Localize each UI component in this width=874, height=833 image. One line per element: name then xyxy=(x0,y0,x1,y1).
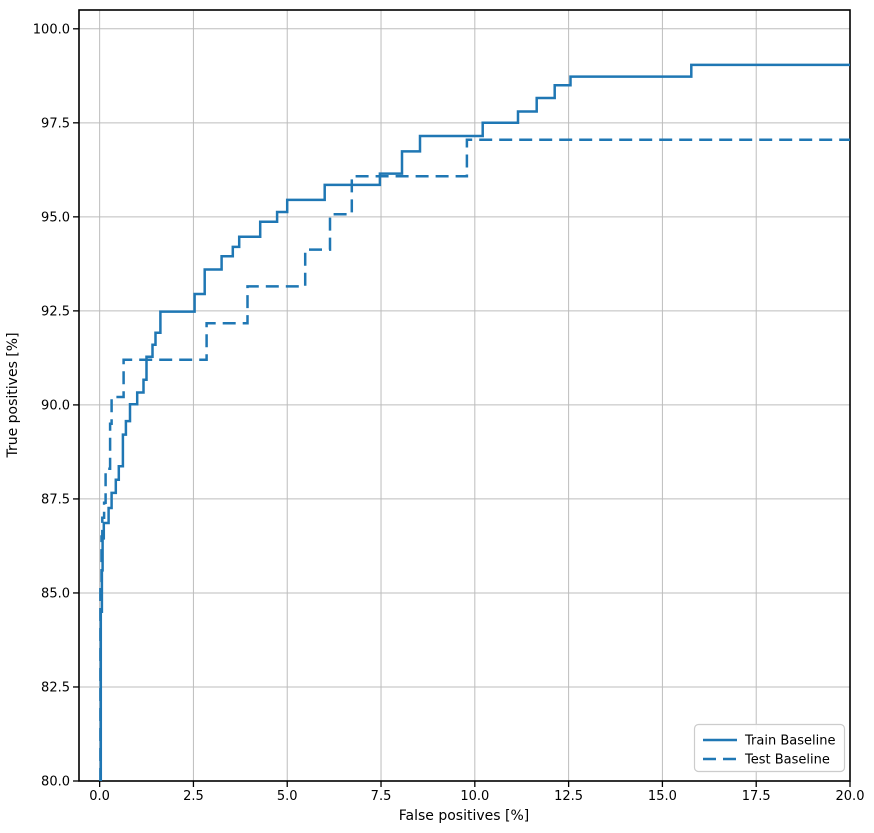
x-tick-label: 17.5 xyxy=(742,789,771,804)
test-baseline-line xyxy=(99,138,850,781)
x-tick-label: 12.5 xyxy=(554,789,583,804)
y-tick-label: 82.5 xyxy=(41,680,70,695)
y-axis-label: True positives [%] xyxy=(5,332,21,458)
y-tick-label: 92.5 xyxy=(41,304,70,319)
legend-label-train: Train Baseline xyxy=(744,734,835,749)
y-tick-label: 100.0 xyxy=(33,22,70,37)
y-tick-label: 90.0 xyxy=(41,398,70,413)
y-tick-label: 95.0 xyxy=(41,210,70,225)
x-tick-label: 15.0 xyxy=(648,789,677,804)
x-tick-label: 20.0 xyxy=(836,789,865,804)
legend-label-test: Test Baseline xyxy=(744,753,830,768)
y-tick-label: 85.0 xyxy=(41,586,70,601)
train-baseline-line xyxy=(99,63,850,781)
x-tick-label: 7.5 xyxy=(371,789,392,804)
legend: Train Baseline Test Baseline xyxy=(693,723,846,773)
x-tick-label: 2.5 xyxy=(183,789,204,804)
x-axis-label: False positives [%] xyxy=(399,808,529,824)
y-tick-label: 87.5 xyxy=(41,492,70,507)
plot-area: 0.0 2.5 5.0 7.5 10.0 12.5 15.0 17.5 20.0 80.0 82.5… xyxy=(33,9,865,804)
axes-spines xyxy=(78,9,851,782)
x-tick-label: 0.0 xyxy=(89,789,110,804)
x-tick-label: 10.0 xyxy=(460,789,489,804)
y-tick-label: 80.0 xyxy=(41,775,70,790)
x-tick-label: 5.0 xyxy=(277,789,298,804)
y-tick-label: 97.5 xyxy=(41,116,70,131)
